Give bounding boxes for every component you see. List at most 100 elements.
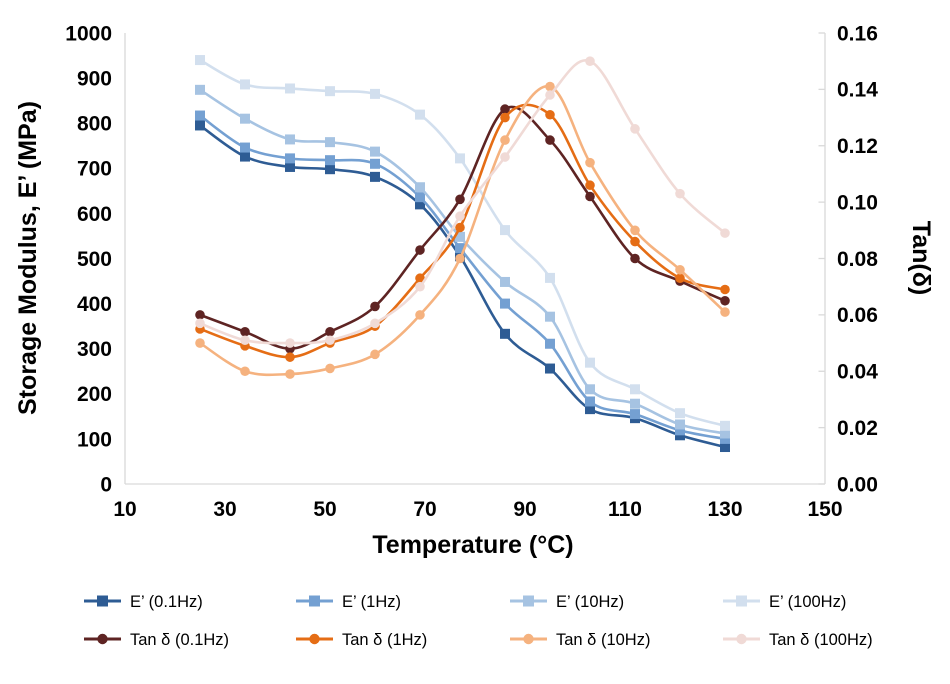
legend-label: Tan δ (10Hz): [556, 631, 650, 649]
right-axis-tick-label: 0.06: [837, 304, 878, 327]
series-tan-100hz-marker: [545, 90, 555, 100]
legend-marker-circle: [523, 633, 534, 645]
series-tan-1hz-marker: [415, 273, 425, 284]
series-tan-0-1hz-marker: [720, 295, 730, 306]
right-axis-tick-label: 0.16: [837, 22, 878, 45]
series-e-1hz-marker: [585, 396, 595, 407]
series-tan-100hz-marker: [500, 152, 510, 162]
series-tan-10hz-marker: [325, 363, 335, 374]
left-axis-tick-label: 900: [77, 67, 112, 90]
axes-layer: 0 100 200 300 400 500 600 700 800 900 1000 0.00 0.02…: [65, 22, 878, 521]
right-axis-tick-label: 0.14: [837, 79, 878, 102]
series-tan-10hz: [195, 81, 730, 379]
series-e-0-1hz-marker: [720, 442, 730, 453]
right-axis-tick-label: 0.10: [837, 191, 878, 214]
series-e-100hz-marker: [500, 225, 510, 236]
series-tan-0-1hz-marker: [415, 245, 425, 255]
left-axis-tick-label: 500: [77, 248, 112, 271]
legend-item-tan-10hz: Tan δ (10Hz): [510, 631, 650, 649]
series-tan-1hz-marker: [285, 352, 295, 362]
series-e-10hz-marker: [455, 231, 465, 242]
series-tan-1hz-marker: [720, 284, 730, 295]
legend-marker-square: [309, 595, 320, 607]
legend-label: E’ (10Hz): [556, 593, 624, 611]
series-e-1hz: [195, 110, 730, 444]
legend: E’ (0.1Hz) E’ (1Hz) E’ (10Hz) E’ (100Hz) Tan…: [84, 593, 873, 649]
series-tan-1hz-marker: [545, 109, 555, 120]
series-e-100hz-marker: [630, 384, 640, 395]
left-axis-tick-label: 400: [77, 293, 112, 316]
legend-marker-circle: [309, 633, 320, 645]
series-e-100hz-marker: [455, 153, 465, 164]
series-e-1hz-marker: [545, 338, 555, 349]
series-tan-10hz-marker: [630, 225, 640, 236]
series-e-1hz-marker: [415, 192, 425, 203]
x-axis-tick-label: 130: [707, 498, 742, 521]
legend-label: E’ (100Hz): [769, 593, 846, 611]
left-axis-title: Storage Modulus, E’ (MPa): [14, 101, 42, 415]
series-tan-1hz-marker: [630, 236, 640, 247]
series-e-1hz-marker: [720, 433, 730, 444]
x-axis-tick-label: 50: [313, 498, 336, 521]
x-axis-tick-label: 10: [113, 498, 136, 521]
legend-item-tan-0-1hz: Tan δ (0.1Hz): [84, 631, 229, 649]
x-axis-tick-label: 90: [513, 498, 536, 521]
legend-item-e-10hz: E’ (10Hz): [510, 593, 624, 611]
x-axis-tick-label: 150: [807, 498, 842, 521]
x-axis-tick-label: 110: [608, 498, 642, 521]
series-tan-0-1hz-marker: [195, 310, 205, 320]
series-e-10hz-marker: [240, 113, 250, 124]
series-e-1hz-marker: [675, 425, 685, 436]
series-e-0-1hz-marker: [415, 199, 425, 210]
series-tan-100hz-marker: [720, 228, 730, 238]
series-tan-10hz-marker: [455, 253, 465, 264]
series-tan-10hz-marker: [240, 366, 250, 377]
series-e-0-1hz-marker: [325, 164, 335, 175]
legend-label: E’ (1Hz): [342, 593, 401, 611]
right-axis-tick-label: 0.02: [837, 417, 878, 440]
series-tan-100hz-marker: [240, 335, 250, 346]
series-tan-10hz-marker: [585, 157, 595, 168]
series-e-0-1hz-marker: [370, 171, 380, 182]
left-axis-tick-label: 0: [100, 473, 112, 496]
series-tan-10hz-marker: [545, 81, 555, 92]
series-e-10hz-marker: [370, 146, 380, 157]
legend-marker-circle: [97, 633, 108, 645]
series-tan-10hz-marker: [720, 307, 730, 317]
series-e-0-1hz-marker: [585, 404, 595, 415]
series-e-100hz-marker: [285, 83, 295, 94]
right-axis-tick-label: 0.04: [837, 361, 878, 384]
x-axis-tick-label: 70: [413, 498, 436, 521]
legend-item-e-1hz: E’ (1Hz): [296, 593, 401, 611]
left-axis-tick-label: 100: [77, 428, 112, 451]
series-tan-0-1hz-marker: [545, 135, 555, 145]
series-tan-10hz-marker: [675, 264, 685, 275]
series-tan-1hz-marker: [585, 180, 595, 191]
series-e-10hz-marker: [500, 276, 510, 287]
series-tan-0-1hz-marker: [500, 104, 510, 114]
series-tan-10hz-marker: [415, 310, 425, 320]
series-tan-0-1hz-marker: [455, 194, 465, 205]
series-e-1hz-marker: [370, 158, 380, 169]
series-e-100hz-marker: [370, 88, 380, 99]
series-e-10hz-marker: [415, 182, 425, 193]
series-e-1hz-marker: [455, 243, 465, 254]
series-e-100hz-marker: [675, 408, 685, 419]
series-e-0-1hz-marker: [240, 151, 250, 162]
series-e-10hz-marker: [325, 137, 335, 148]
series-e-10hz-marker: [675, 419, 685, 430]
series-e-1hz-marker: [500, 298, 510, 309]
series-tan-0-1hz-marker: [325, 326, 335, 337]
series-e-100hz-marker: [415, 109, 425, 120]
series-e-0-1hz-marker: [545, 363, 555, 374]
series-tan-100hz-marker: [285, 338, 295, 348]
left-axis-tick-label: 200: [77, 383, 112, 406]
left-axis-tick-label: 600: [77, 203, 112, 226]
series-e-100hz-marker: [325, 86, 335, 97]
legend-item-tan-1hz: Tan δ (1Hz): [296, 631, 427, 649]
series-e-100hz-marker: [720, 420, 730, 431]
legend-label: E’ (0.1Hz): [130, 593, 203, 611]
series-e-10hz-marker: [545, 311, 555, 322]
series-e-1hz-marker: [325, 155, 335, 166]
